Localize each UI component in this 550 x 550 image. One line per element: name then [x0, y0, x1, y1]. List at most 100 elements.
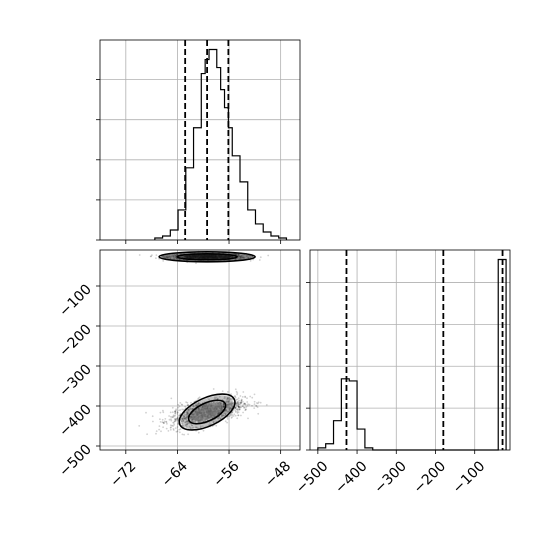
scatter-point: [257, 412, 260, 415]
scatter-point: [208, 398, 210, 401]
scatter-point: [236, 408, 239, 411]
scatter-point: [187, 408, 190, 411]
scatter-point: [246, 404, 249, 407]
scatter-point: [225, 409, 227, 411]
scatter-point: [265, 404, 268, 406]
scatter-point: [222, 402, 225, 405]
scatter-point: [226, 403, 229, 406]
scatter-point: [223, 403, 225, 406]
scatter-point: [237, 404, 240, 406]
scatter-point: [155, 257, 157, 260]
scatter-point: [186, 423, 189, 425]
scatter-point: [235, 390, 238, 393]
scatter-point: [185, 416, 188, 419]
scatter-point: [183, 417, 185, 419]
scatter-point: [165, 427, 168, 430]
scatter-point: [198, 421, 201, 424]
scatter-point: [152, 420, 154, 423]
scatter-point: [222, 403, 225, 405]
scatter-point: [246, 397, 248, 400]
scatter-point: [168, 415, 171, 417]
scatter-point: [222, 406, 225, 408]
scatter-point: [231, 402, 234, 405]
scatter-point: [158, 428, 161, 431]
scatter-point: [176, 417, 178, 420]
scatter-point: [162, 426, 165, 429]
scatter-point: [236, 392, 239, 394]
p3-grid: [310, 250, 510, 451]
scatter-point: [172, 421, 175, 424]
scatter-point: [212, 421, 215, 424]
scatter-point: [238, 406, 241, 408]
scatter-point: [236, 403, 238, 406]
scatter-point: [220, 409, 223, 412]
scatter-point: [218, 411, 221, 414]
scatter-point: [186, 413, 189, 415]
scatter-point: [155, 432, 157, 435]
scatter-point: [197, 403, 200, 406]
scatter-point: [219, 402, 221, 404]
scatter-point: [197, 404, 199, 406]
scatter-point: [244, 402, 247, 405]
scatter-point: [222, 403, 225, 406]
scatter-point: [191, 407, 194, 410]
scatter-point: [185, 418, 188, 420]
scatter-point: [229, 414, 232, 417]
scatter-point: [207, 424, 210, 426]
scatter-point: [146, 433, 149, 436]
scatter-point: [183, 418, 186, 420]
p2-ytick-label: −200: [56, 322, 95, 361]
scatter-point: [184, 417, 187, 420]
scatter-point: [227, 410, 229, 413]
scatter-point: [217, 417, 220, 420]
scatter-point: [230, 413, 233, 415]
scatter-point: [181, 417, 183, 420]
scatter-point: [239, 401, 242, 404]
scatter-point: [222, 414, 224, 416]
scatter-point: [224, 413, 227, 416]
scatter-point: [222, 403, 225, 405]
scatter-point: [227, 397, 229, 399]
scatter-point: [159, 411, 162, 414]
scatter-point: [201, 425, 204, 427]
scatter-point: [255, 402, 258, 404]
scatter-point: [251, 396, 254, 399]
scatter-point: [184, 418, 187, 421]
scatter-point: [228, 406, 231, 409]
scatter-point: [182, 418, 184, 420]
scatter-point: [226, 391, 229, 393]
scatter-point: [226, 421, 229, 424]
scatter-point: [215, 424, 218, 427]
scatter-point: [229, 407, 232, 410]
p2-xtick-label: −56: [210, 458, 242, 490]
scatter-point: [235, 408, 238, 411]
scatter-point: [199, 425, 202, 428]
scatter-point: [226, 406, 229, 408]
scatter-point: [197, 398, 199, 400]
scatter-point: [186, 420, 189, 423]
scatter-point: [226, 400, 229, 403]
scatter-point: [191, 419, 194, 422]
scatter-point: [243, 402, 246, 405]
p3-xtick-label: −300: [371, 458, 410, 497]
scatter-point: [190, 408, 193, 410]
scatter-point: [184, 417, 186, 420]
scatter-point: [182, 419, 184, 422]
scatter-point: [186, 422, 189, 425]
scatter-point: [222, 405, 225, 407]
scatter-point: [240, 400, 243, 402]
scatter-point: [238, 406, 241, 409]
scatter-point: [185, 416, 188, 419]
scatter-point: [190, 415, 192, 418]
scatter-point: [239, 403, 242, 406]
scatter-point: [188, 411, 191, 414]
scatter-point: [178, 431, 181, 434]
scatter-point: [181, 418, 184, 421]
scatter-point: [226, 398, 229, 401]
scatter-point: [226, 404, 229, 406]
panel-top-left-histogram: [96, 39, 301, 244]
scatter-point: [175, 409, 177, 412]
scatter-point: [184, 414, 186, 416]
scatter-point: [174, 412, 177, 415]
p1-grid: [100, 40, 300, 241]
